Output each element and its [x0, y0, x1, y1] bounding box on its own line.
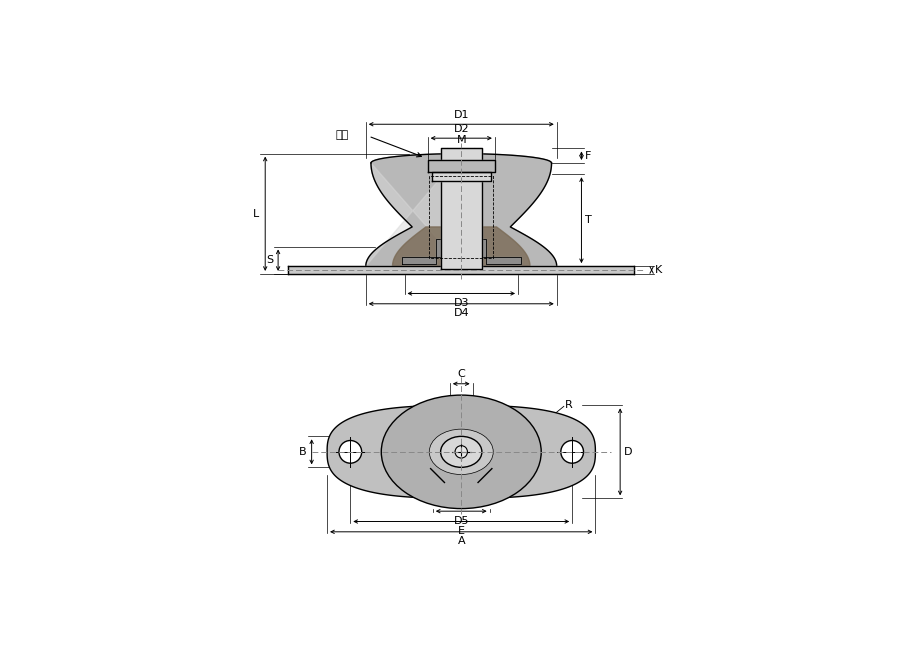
Ellipse shape: [441, 436, 482, 468]
Text: S: S: [266, 255, 273, 265]
Text: K: K: [655, 265, 662, 275]
Polygon shape: [392, 227, 530, 266]
Text: D4: D4: [454, 308, 469, 318]
Text: A: A: [457, 537, 465, 547]
Text: L: L: [253, 209, 259, 219]
Polygon shape: [327, 405, 596, 498]
Text: D3: D3: [454, 298, 469, 308]
Ellipse shape: [429, 429, 493, 474]
Ellipse shape: [561, 440, 583, 463]
Text: T: T: [585, 215, 592, 225]
Text: D: D: [624, 447, 633, 457]
Text: E: E: [458, 526, 464, 536]
Polygon shape: [288, 266, 634, 274]
Polygon shape: [365, 153, 461, 266]
Polygon shape: [441, 149, 482, 269]
Ellipse shape: [382, 395, 541, 509]
Ellipse shape: [339, 440, 362, 463]
Ellipse shape: [455, 446, 467, 458]
Text: 鋼殼: 鋼殼: [336, 129, 349, 139]
Text: C: C: [457, 369, 465, 379]
Text: B: B: [299, 447, 307, 457]
Text: F: F: [585, 151, 591, 161]
Polygon shape: [428, 160, 495, 172]
Text: D1: D1: [454, 110, 469, 120]
Polygon shape: [365, 153, 557, 266]
Polygon shape: [432, 172, 491, 181]
Text: D5: D5: [454, 516, 469, 526]
Text: M: M: [456, 135, 466, 145]
Polygon shape: [402, 239, 520, 263]
Text: R: R: [565, 400, 572, 410]
Text: D2: D2: [454, 123, 469, 133]
